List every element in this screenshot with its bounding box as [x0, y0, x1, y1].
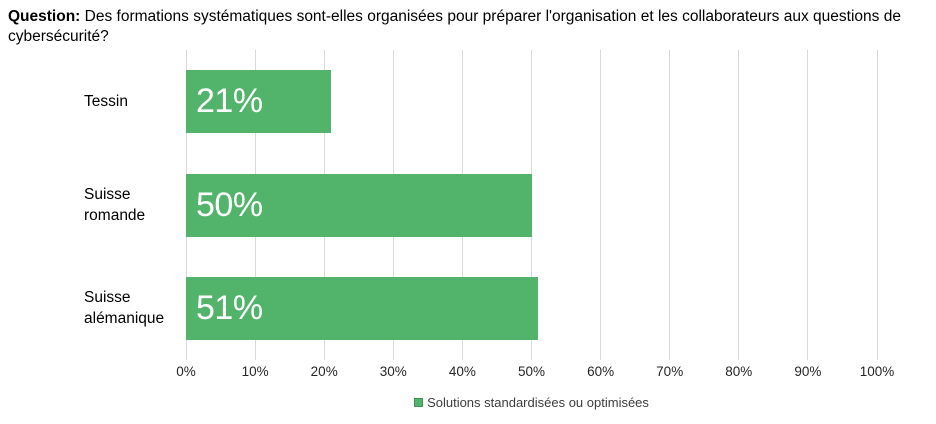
gridline: [600, 50, 602, 360]
x-axis: 0% 10% 20% 30% 40% 50% 60% 70% 80% 90% 100%: [176, 364, 894, 384]
x-axis-tick-label: 10%: [241, 364, 269, 379]
gridline: [738, 50, 740, 360]
x-axis-tick-label: 0%: [176, 364, 196, 379]
x-axis-tick-label: 40%: [448, 364, 476, 379]
legend: Solutions standardisées ou optimisées: [186, 395, 877, 410]
bar-value-label: 51%: [196, 288, 263, 327]
legend-label: Solutions standardisées ou optimisées: [427, 395, 649, 410]
x-axis-tick-label: 100%: [859, 364, 895, 379]
bar-value-label: 21%: [196, 82, 263, 121]
bar-1: 21%: [186, 70, 332, 134]
plot-area: 21% 50% 51%: [185, 50, 878, 360]
category-label: Suisse romande: [84, 185, 146, 224]
gridline: [807, 50, 809, 360]
legend-swatch: [414, 398, 424, 407]
chart-question: Question: Des formations systématiques s…: [8, 7, 930, 47]
x-axis-tick-label: 70%: [656, 364, 684, 379]
question-prefix: Question:: [8, 8, 81, 25]
x-axis-tick-label: 80%: [725, 364, 753, 379]
x-axis-tick-label: 90%: [794, 364, 822, 379]
question-text: Des formations systématiques sont-elles …: [8, 8, 901, 45]
x-axis-tick-label: 20%: [310, 364, 338, 379]
gridline: [669, 50, 671, 360]
x-axis-tick-label: 30%: [379, 364, 407, 379]
gridline: [876, 50, 878, 360]
gridline: [531, 50, 532, 360]
bar-3: 51%: [186, 276, 539, 340]
category-label: Tessin: [84, 93, 128, 111]
category-label: Suisse alémanique: [84, 289, 165, 328]
x-axis-tick-label: 50%: [517, 364, 546, 379]
bar-2: 50%: [186, 173, 532, 237]
bar-value-label: 50%: [196, 185, 263, 224]
x-axis-tick-label: 60%: [587, 364, 615, 379]
